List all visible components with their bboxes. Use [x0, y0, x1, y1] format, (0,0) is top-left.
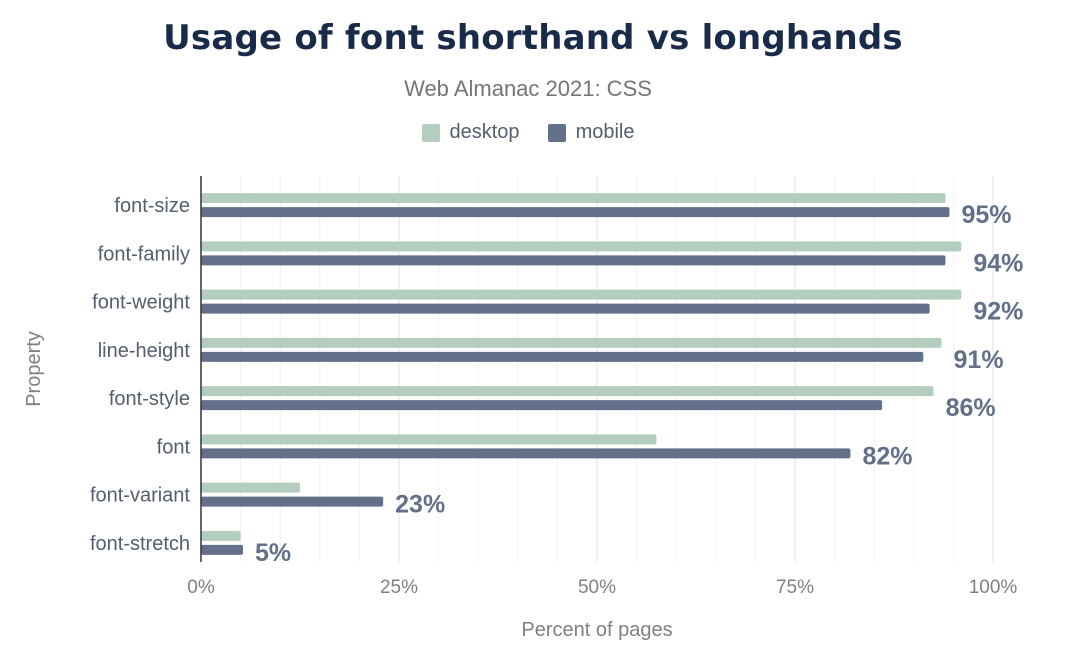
data-label: 92% [973, 298, 1023, 326]
category-label: font-family [98, 243, 190, 265]
x-tick-label: 0% [187, 577, 215, 598]
legend-label-mobile: mobile [575, 121, 635, 143]
category-label: line-height [98, 340, 191, 362]
bar-mobile [201, 303, 930, 314]
x-tick-label: 50% [578, 577, 616, 598]
legend-label-desktop: desktop [449, 121, 520, 143]
chart-title: Usage of font shorthand vs longhands [163, 18, 903, 58]
bar-mobile [201, 207, 950, 218]
category-label: font-style [109, 388, 190, 410]
bar-desktop [201, 289, 962, 300]
category-label: font-size [114, 195, 190, 217]
bar-desktop [201, 530, 241, 541]
bar-desktop [201, 434, 657, 445]
bar-desktop [201, 193, 946, 204]
chart-subtitle: Web Almanac 2021: CSS [404, 76, 652, 101]
bar-mobile [201, 496, 384, 507]
legend-item-desktop[interactable]: desktop [421, 121, 520, 144]
data-label: 91% [954, 346, 1004, 374]
legend: desktop mobile [0, 121, 1056, 144]
data-label: 95% [961, 201, 1011, 229]
bar-desktop [201, 386, 934, 397]
data-label: 86% [946, 394, 996, 422]
bar-desktop [201, 482, 300, 493]
x-axis-title: Percent of pages [521, 619, 672, 641]
y-axis-title: Property [23, 331, 45, 407]
category-label: font-variant [90, 485, 190, 507]
bar-desktop [201, 337, 942, 348]
data-label: 94% [973, 249, 1023, 277]
data-label: 5% [255, 539, 291, 567]
data-label: 82% [862, 442, 912, 470]
category-label: font-weight [92, 292, 190, 314]
x-tick-label: 25% [380, 577, 418, 598]
bar-mobile [201, 544, 243, 555]
bar-mobile [201, 351, 924, 362]
x-tick-label: 100% [969, 577, 1018, 598]
legend-item-mobile[interactable]: mobile [547, 121, 635, 144]
data-label: 23% [395, 491, 445, 519]
bar-mobile [201, 255, 946, 266]
legend-swatch-mobile [547, 123, 566, 142]
bar-desktop [201, 241, 962, 252]
category-label: font [157, 436, 191, 458]
bar-mobile [201, 448, 851, 459]
category-label: font-stretch [90, 533, 190, 555]
bar-mobile [201, 400, 883, 411]
x-tick-label: 75% [776, 577, 814, 598]
legend-swatch-desktop [421, 123, 440, 142]
